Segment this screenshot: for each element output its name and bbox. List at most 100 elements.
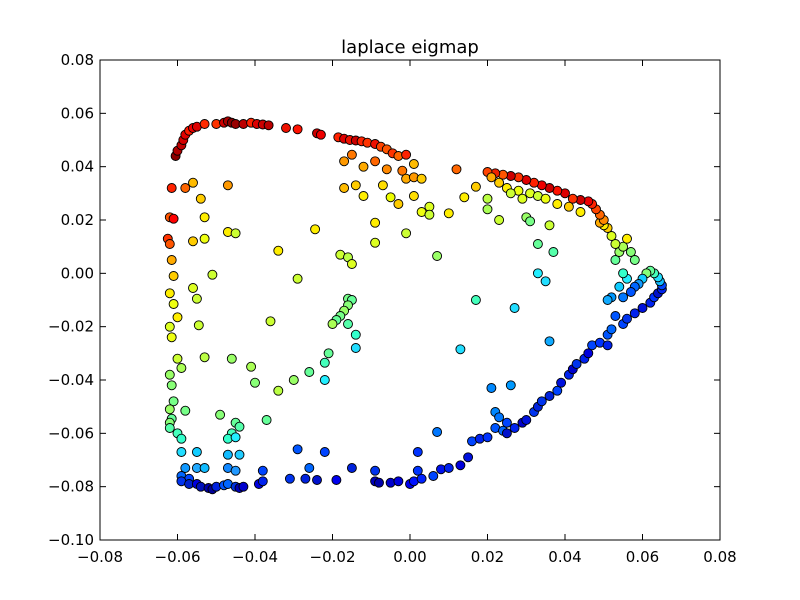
scatter-point: [172, 353, 183, 364]
scatter-point: [629, 308, 640, 319]
scatter-point: [397, 165, 408, 176]
scatter-point: [501, 428, 512, 439]
scatter-point: [319, 357, 330, 368]
scatter-point: [459, 192, 470, 203]
y-tick-label: −0.08: [48, 478, 94, 496]
scatter-point: [494, 177, 505, 188]
scatter-point: [327, 319, 338, 329]
x-tick-label: −0.04: [232, 548, 278, 566]
scatter-point: [273, 385, 284, 396]
scatter-point: [486, 383, 497, 393]
scatter-point: [377, 180, 388, 191]
scatter-point: [346, 463, 357, 473]
scatter-point: [230, 432, 241, 443]
scatter-point: [350, 343, 361, 353]
scatter-point: [583, 348, 594, 359]
scatter-point: [412, 447, 423, 457]
scatter-point: [176, 447, 187, 457]
scatter-point: [505, 380, 516, 391]
scatter-point: [544, 336, 555, 347]
scatter-point: [323, 348, 334, 359]
scatter-point: [552, 385, 563, 396]
scatter-point: [339, 156, 350, 167]
scatter-point: [312, 475, 322, 485]
scatter-point: [563, 201, 574, 212]
scatter-point: [188, 236, 198, 247]
scatter-point: [319, 447, 330, 457]
scatter-point: [166, 183, 177, 193]
scatter-point: [168, 271, 179, 281]
scatter-point: [370, 217, 381, 228]
scatter-point: [168, 213, 179, 224]
scatter-point: [412, 465, 423, 476]
scatter-point: [618, 268, 629, 279]
scatter-point: [552, 199, 563, 209]
scatter-point: [191, 447, 202, 457]
y-tick-label: −0.02: [48, 318, 94, 336]
scatter-point: [191, 293, 202, 304]
y-tick-label: −0.06: [48, 424, 94, 442]
scatter-point: [263, 120, 274, 131]
scatter-point: [567, 193, 578, 204]
scatter-point: [443, 208, 454, 219]
scatter-point: [629, 255, 640, 265]
scatter-point: [416, 173, 427, 184]
scatter-point: [193, 320, 204, 331]
scatter-point: [401, 149, 412, 160]
y-tick-label: 0.04: [61, 158, 94, 176]
scatter-point: [470, 295, 481, 305]
scatter-point: [281, 123, 291, 133]
scatter-point: [207, 269, 218, 280]
scatter-point: [602, 340, 613, 351]
x-tick-label: 0.02: [471, 548, 504, 566]
chart-title: laplace eigmap: [341, 37, 479, 58]
scatter-point: [180, 405, 191, 416]
scatter-point: [188, 177, 198, 188]
scatter-point: [408, 159, 419, 169]
y-tick-label: 0.00: [61, 264, 94, 282]
scatter-point: [606, 231, 617, 241]
scatter-point: [505, 188, 516, 199]
scatter-point: [408, 191, 419, 201]
scatter-point: [575, 207, 586, 217]
scatter-point: [230, 465, 241, 476]
scatter-point: [319, 375, 330, 385]
scatter-point: [610, 239, 621, 249]
scatter-point: [346, 149, 357, 160]
scatter-point: [199, 463, 210, 473]
scatter-point: [246, 361, 257, 372]
scatter-point: [292, 273, 303, 284]
scatter-point: [625, 287, 636, 297]
scatter-point: [556, 377, 567, 388]
scatter-point: [393, 476, 404, 487]
scatter-point: [358, 191, 369, 201]
scatter-point: [300, 473, 311, 484]
x-tick-label: −0.08: [77, 548, 123, 566]
scatter-point: [540, 193, 551, 204]
scatter-point: [401, 228, 412, 239]
scatter-point: [172, 312, 183, 323]
scatter-point: [284, 473, 295, 484]
scatter-point: [370, 156, 381, 167]
scatter-point: [166, 380, 177, 391]
scatter-point: [273, 245, 284, 256]
scatter-point: [164, 321, 175, 332]
scatter-point: [482, 193, 493, 204]
scatter-point: [166, 255, 177, 265]
scatter-point: [509, 423, 520, 433]
scatter-point: [610, 255, 621, 265]
scatter-point: [614, 281, 625, 292]
scatter-point: [199, 352, 210, 363]
scatter-point: [257, 476, 268, 487]
scatter-point: [265, 316, 276, 327]
scatter-point: [164, 288, 175, 299]
scatter-point: [393, 199, 404, 209]
scatter-point: [234, 421, 245, 432]
scatter-point: [385, 192, 396, 203]
scatter-point: [625, 247, 636, 257]
scatter-point: [234, 449, 245, 460]
scatter-point: [168, 299, 179, 309]
scatter-point: [222, 449, 233, 460]
